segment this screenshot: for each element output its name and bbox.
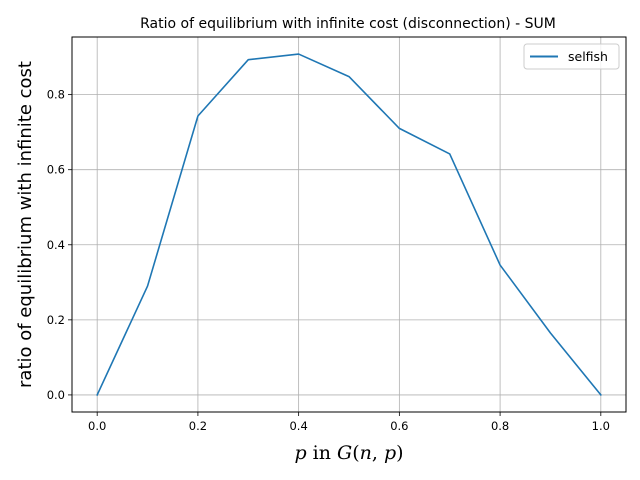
x-tick-label: 0.6 <box>390 419 408 433</box>
series-line-selfish <box>96 53 602 397</box>
legend-label-selfish: selfish <box>568 49 608 64</box>
y-gridlines <box>72 94 626 396</box>
y-tick-label: 0.4 <box>47 238 65 252</box>
y-tick-label: 0.6 <box>47 163 65 177</box>
x-tick-label: 0.0 <box>88 419 106 433</box>
x-axis-label: p in G(n, p) <box>294 442 403 464</box>
y-tick-label: 0.2 <box>47 313 65 327</box>
x-axis-ticks: 0.0 0.2 0.4 0.6 0.8 1.0 <box>88 412 610 433</box>
x-tick-label: 0.2 <box>189 419 207 433</box>
chart-title: Ratio of equilibrium with infinite cost … <box>140 16 556 32</box>
y-axis-ticks: 0.0 0.2 0.4 0.6 0.8 <box>47 88 72 402</box>
series-layer <box>96 53 602 397</box>
legend: selfish <box>523 43 620 70</box>
x-tick-label: 1.0 <box>592 419 610 433</box>
x-tick-label: 0.8 <box>491 419 509 433</box>
y-tick-label: 0.0 <box>47 388 65 402</box>
legend-box <box>523 43 620 70</box>
x-tick-label: 0.4 <box>289 419 307 433</box>
y-axis-label: ratio of equilibrium with infinite cost <box>15 61 36 388</box>
x-gridlines <box>96 37 602 412</box>
y-tick-label: 0.8 <box>47 88 65 102</box>
axes-frame <box>71 36 627 413</box>
